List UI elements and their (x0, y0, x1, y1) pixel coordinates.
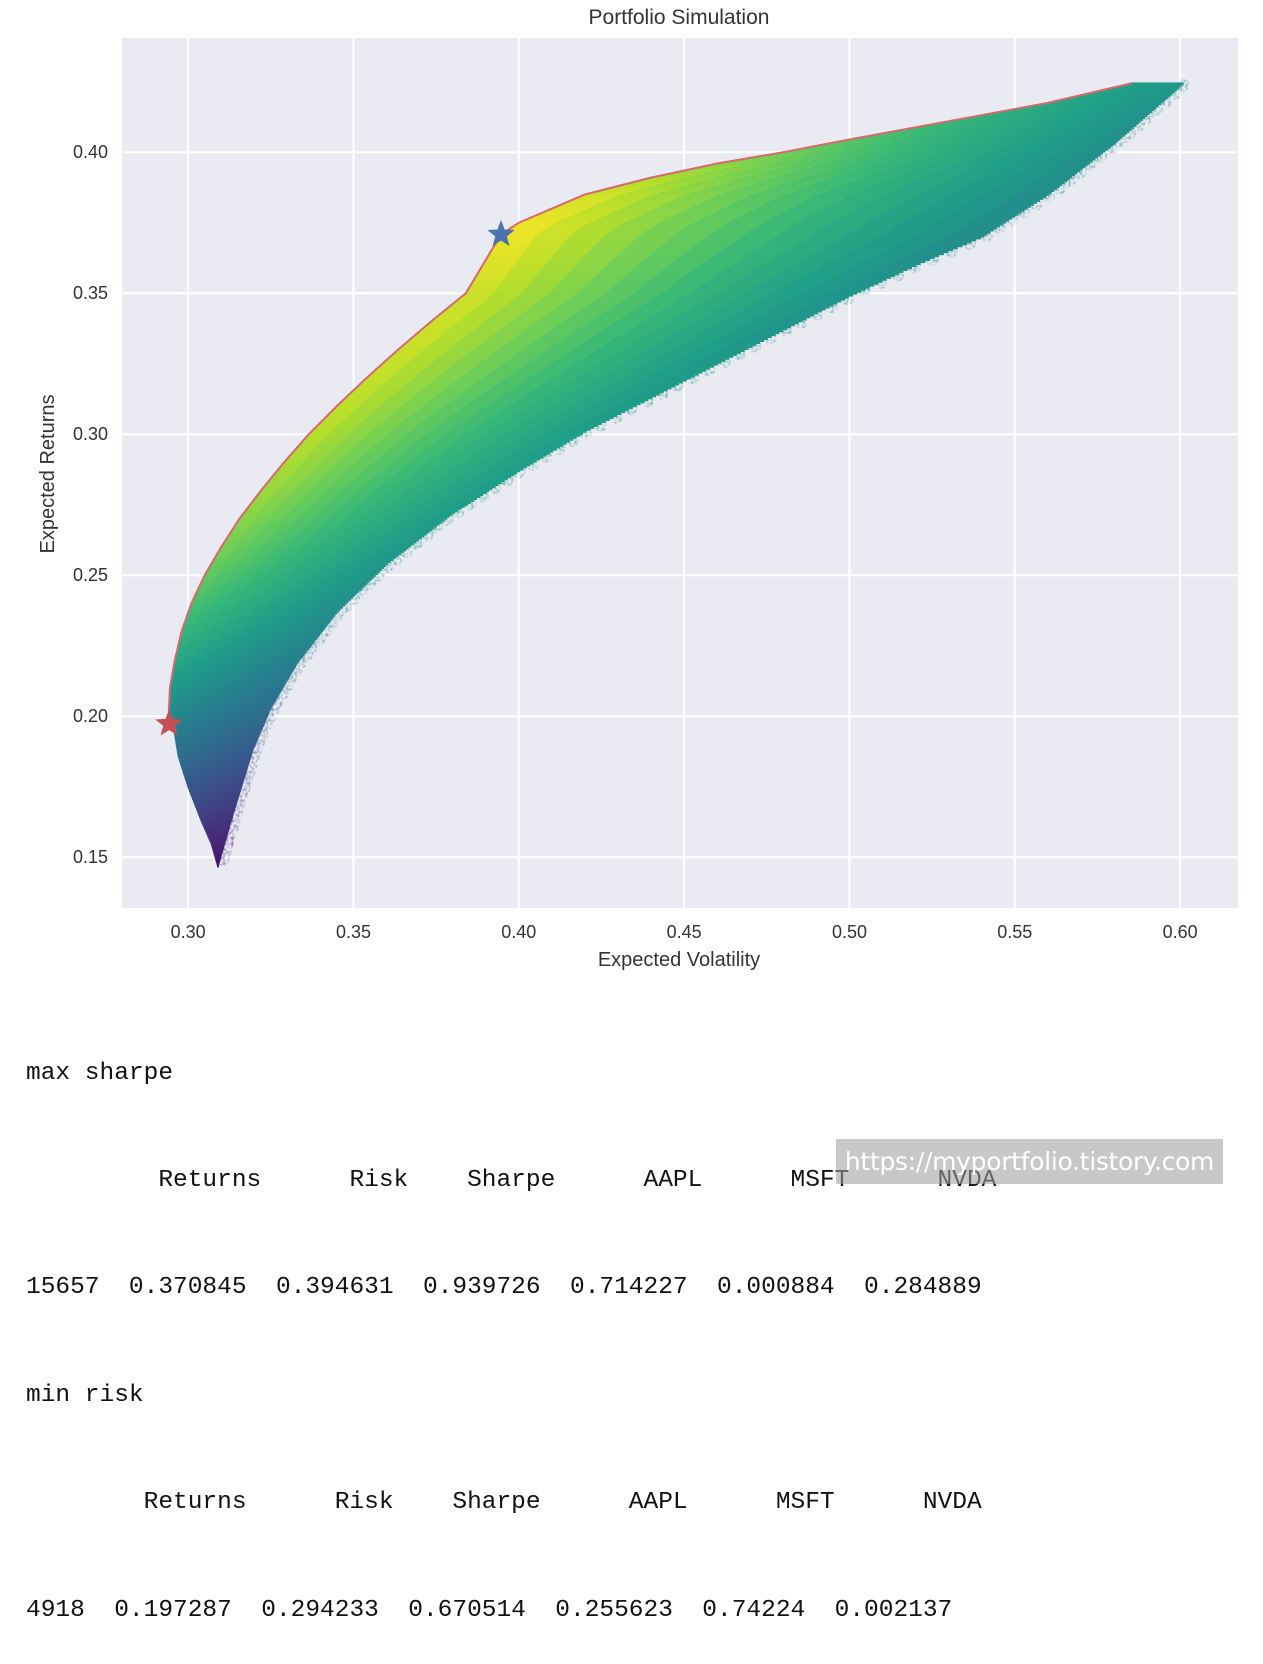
portfolio-chart: 0.300.350.400.450.500.550.60 0.150.200.2… (0, 0, 1263, 980)
